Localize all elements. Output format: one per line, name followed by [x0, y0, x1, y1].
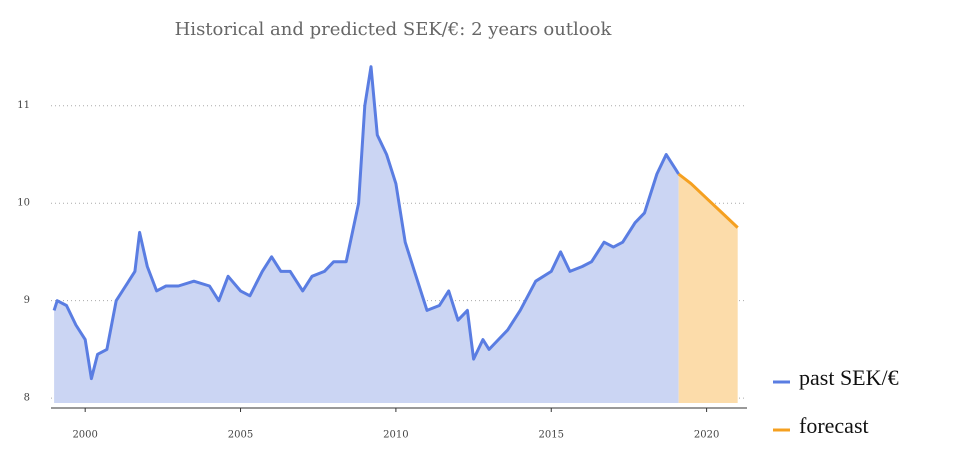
- x-tick-label: 2010: [383, 430, 408, 441]
- y-tick-label: 9: [24, 295, 30, 306]
- legend-label: past SEK/€: [799, 365, 899, 390]
- legend-label: forecast: [799, 413, 869, 438]
- x-tick-label: 2000: [72, 430, 97, 441]
- x-tick-label: 2005: [228, 430, 253, 441]
- line: [677, 172, 739, 229]
- y-tick-label: 10: [17, 198, 30, 209]
- area-fill: [54, 66, 679, 403]
- y-tick-label: 11: [17, 100, 30, 111]
- line: [52, 65, 680, 381]
- x-tick-label: 2015: [539, 430, 564, 441]
- chart-title: Historical and predicted SEK/€: 2 years …: [175, 19, 613, 40]
- area-fill: [678, 174, 738, 403]
- y-tick-label: 8: [24, 393, 30, 404]
- x-tick-label: 2020: [694, 430, 719, 441]
